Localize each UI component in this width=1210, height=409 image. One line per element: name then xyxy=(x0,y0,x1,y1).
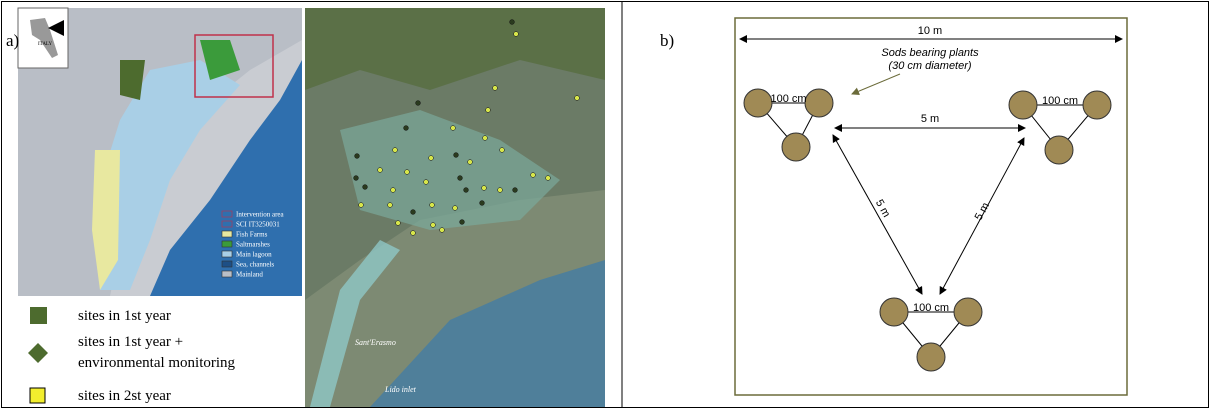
legend-swatch xyxy=(222,231,232,237)
site-dot xyxy=(431,223,436,228)
annotation: Sods bearing plants xyxy=(881,47,979,59)
inset-label: ITALY xyxy=(38,42,52,47)
panel-label: a) xyxy=(6,31,19,50)
site-dot xyxy=(378,168,383,173)
site-dot xyxy=(416,101,421,106)
site-dot xyxy=(429,156,434,161)
place-label: Lido inlet xyxy=(384,385,417,394)
site-dot xyxy=(480,201,485,206)
legend-text: Fish Farms xyxy=(236,231,268,239)
sod xyxy=(744,89,772,117)
legend-text: sites in 2st year xyxy=(78,388,171,404)
legend-text: sites in 1st year + xyxy=(78,334,183,350)
site-dot xyxy=(575,96,580,101)
site-dot xyxy=(454,153,459,158)
site-dot xyxy=(354,176,359,181)
site-legend: sites in 1st year sites in 1st year + en… xyxy=(28,307,236,404)
site-dot xyxy=(411,231,416,236)
site-dot xyxy=(458,176,463,181)
site-dot xyxy=(451,126,456,131)
spacing-label: 100 cm xyxy=(913,302,949,314)
sod xyxy=(782,133,810,161)
sod xyxy=(917,343,945,371)
site-dot xyxy=(514,32,519,37)
figure: ITALY a) Intervention area SCI IT3250031 F… xyxy=(0,0,1210,409)
site-dot xyxy=(396,221,401,226)
annotation: (30 cm diameter) xyxy=(888,60,971,72)
dimension-label: 5 m xyxy=(873,198,892,220)
legend-text: environmental monitoring xyxy=(78,355,236,371)
site-dot xyxy=(513,188,518,193)
legend-swatch xyxy=(222,251,232,257)
legend-text: SCI IT3250031 xyxy=(236,221,280,229)
site-dot xyxy=(430,203,435,208)
sod xyxy=(805,89,833,117)
spacing-label: 100 cm xyxy=(770,93,806,105)
site-dot xyxy=(482,186,487,191)
site-dot xyxy=(486,108,491,113)
site-dot xyxy=(453,206,458,211)
site-dot xyxy=(411,210,416,215)
legend-text: Sea, channels xyxy=(236,261,274,269)
site-dot xyxy=(546,176,551,181)
site-dot xyxy=(493,86,498,91)
sod xyxy=(1009,91,1037,119)
site-dot xyxy=(388,203,393,208)
legend-text: Main lagoon xyxy=(236,251,272,259)
planting-scheme: b) 10 m Sods bearing plants (30 cm diame… xyxy=(660,18,1127,395)
dimension-label: 5 m xyxy=(973,201,992,223)
site-dot xyxy=(405,170,410,175)
site-dot xyxy=(391,188,396,193)
site-dot xyxy=(424,180,429,185)
place-label: Sant'Erasmo xyxy=(355,338,396,347)
site-dot xyxy=(483,136,488,141)
legend-swatch xyxy=(222,271,232,277)
legend-text: Intervention area xyxy=(236,211,285,219)
legend-text: Mainland xyxy=(236,271,263,279)
sod xyxy=(1083,91,1111,119)
panel-label: b) xyxy=(660,31,674,50)
site-dot xyxy=(498,188,503,193)
site-dot xyxy=(510,20,515,25)
legend-text: Saltmarshes xyxy=(236,241,270,249)
legend-swatch xyxy=(222,261,232,267)
dimension-label: 5 m xyxy=(921,113,939,125)
sod xyxy=(954,298,982,326)
legend-text: sites in 1st year xyxy=(78,308,171,324)
site-dot xyxy=(355,154,360,159)
site-dot xyxy=(404,126,409,131)
legend-swatch xyxy=(222,241,232,247)
site-dot xyxy=(531,173,536,178)
dimension-label: 10 m xyxy=(918,25,942,37)
site-dot xyxy=(359,203,364,208)
spacing-label: 100 cm xyxy=(1042,95,1078,107)
site-dot xyxy=(464,188,469,193)
satellite-image: Sant'Erasmo Lido inlet xyxy=(305,8,605,407)
site-dot xyxy=(500,148,505,153)
sod xyxy=(1045,136,1073,164)
site-dot xyxy=(460,220,465,225)
site-dot xyxy=(468,160,473,165)
site-dot xyxy=(440,228,445,233)
site-dot xyxy=(393,148,398,153)
sod xyxy=(880,298,908,326)
site-dot xyxy=(363,185,368,190)
